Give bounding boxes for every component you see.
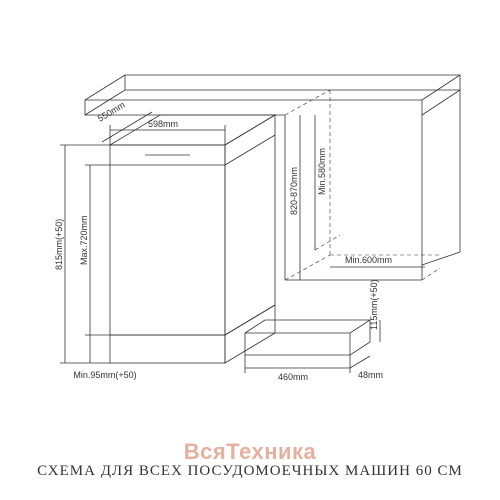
label-plinth-return: 48mm: [358, 370, 383, 380]
label-plinth-width: 460mm: [278, 372, 308, 382]
label-plinth-height: 115mm(+50): [369, 279, 379, 330]
label-toe-kick: Min.95mm(+50): [73, 370, 136, 380]
dim-niche-width: Min.600mm: [330, 255, 425, 267]
dim-plinth-return: 48mm: [350, 356, 383, 380]
watermark: ВсяТехника: [184, 439, 317, 465]
installation-diagram: 598mm 550mm 815mm(+50) Max.720mm Min.95m…: [30, 30, 470, 430]
dim-height-inner: Max.720mm: [79, 165, 110, 335]
caption: СХЕМА ДЛЯ ВСЕХ ПОСУДОМОЕЧНЫХ МАШИН 60 СМ: [0, 463, 500, 480]
dim-width-top: 598mm: [110, 119, 225, 145]
label-niche-height: 820-870mm: [289, 167, 299, 215]
label-niche-depth: Min.580mm: [317, 148, 327, 195]
dim-toe-kick: Min.95mm(+50): [73, 335, 136, 380]
label-height-overall: 815mm(+50): [54, 219, 64, 270]
dim-plinth-width: 460mm: [245, 355, 350, 382]
plinth-piece: [245, 320, 370, 355]
label-height-inner: Max.720mm: [79, 215, 89, 265]
dim-depth-top: 550mm: [96, 100, 152, 142]
dim-plinth-height: 115mm(+50): [369, 279, 380, 342]
label-width-top: 598mm: [148, 119, 178, 129]
label-depth-top: 550mm: [96, 100, 127, 124]
dim-niche-height: 820-870mm: [289, 115, 300, 280]
counter-outline: [85, 75, 460, 280]
dim-niche-depth: Min.580mm: [315, 115, 340, 250]
label-niche-width: Min.600mm: [345, 255, 392, 265]
dishwasher-body: [110, 115, 275, 363]
